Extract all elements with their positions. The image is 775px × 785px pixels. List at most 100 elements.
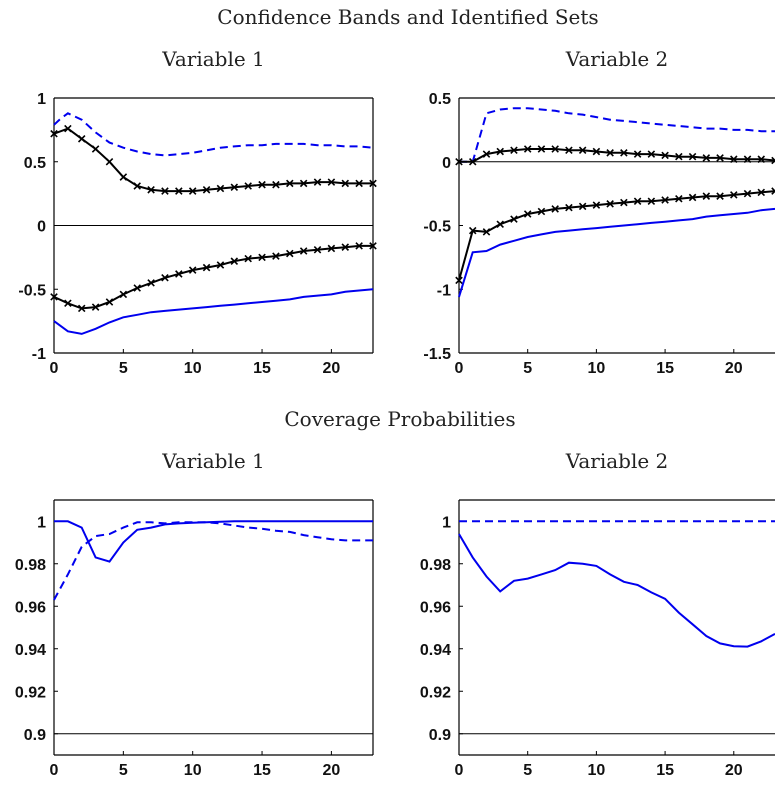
- x-marker-point: [230, 183, 239, 192]
- series-line-blue-dashed: [53, 521, 373, 601]
- y-tick-label: 0.92: [15, 684, 46, 701]
- x-marker-point: [633, 197, 642, 206]
- x-marker-point: [244, 182, 252, 190]
- x-marker-point: [537, 207, 546, 216]
- y-tick-label: -0.5: [423, 219, 451, 236]
- x-marker-point: [299, 247, 308, 255]
- series-line-blue-solid: [54, 520, 373, 563]
- x-marker-point: [313, 178, 322, 186]
- x-marker-point: [716, 154, 724, 162]
- x-marker-point: [119, 173, 128, 181]
- x-marker-point: [258, 253, 266, 262]
- x-marker-point: [496, 147, 504, 156]
- y-tick-label: 0.5: [429, 91, 451, 108]
- x-marker-point: [455, 157, 463, 166]
- x-tick-label: 5: [119, 360, 128, 377]
- x-tick-label: 15: [656, 762, 674, 779]
- x-tick-label: 5: [523, 360, 532, 377]
- x-marker-point: [702, 192, 711, 200]
- x-tick-label: 0: [455, 762, 464, 779]
- chart-title-confidence-v2: Variable 2: [565, 47, 669, 71]
- x-marker-point: [675, 194, 683, 203]
- x-marker-point: [188, 187, 197, 195]
- y-tick-label: 0: [37, 219, 46, 236]
- x-marker-point: [468, 226, 477, 235]
- y-tick-label: -1.5: [423, 346, 451, 363]
- x-marker-point: [523, 210, 532, 218]
- x-marker-point: [578, 202, 587, 211]
- panel-confidence-variable-1: Variable 1 0 5 10 15 20 -1 -0.5 0 0.5 1: [18, 47, 377, 377]
- y-tick-label: -1: [32, 346, 46, 363]
- x-tick-label: 5: [523, 762, 532, 779]
- x-marker-point: [716, 192, 724, 200]
- x-marker-point: [702, 154, 711, 162]
- y-tick-label: 0.98: [420, 557, 451, 574]
- x-marker-point: [455, 276, 463, 285]
- x-marker-point: [523, 145, 532, 153]
- x-marker-point: [578, 146, 587, 155]
- x-tick-label: 0: [455, 360, 464, 377]
- x-marker-point: [592, 201, 601, 209]
- x-marker-point: [620, 149, 628, 157]
- x-tick-label: 15: [253, 360, 271, 377]
- panel-coverage-variable-1: Variable 1 0 5 10 15 20 0.9 0.92 0.94 0.96 0.98 1: [15, 449, 374, 779]
- x-marker-point: [647, 197, 656, 206]
- x-marker-point: [369, 179, 377, 188]
- y-tick-label: 0.9: [429, 727, 451, 744]
- x-marker-point: [341, 243, 350, 251]
- y-tick-label: 1: [37, 514, 46, 531]
- x-marker-point: [565, 146, 573, 155]
- x-marker-point: [688, 193, 697, 202]
- x-marker-point: [565, 203, 573, 212]
- x-marker-point: [730, 155, 738, 163]
- series-line-black-x: [458, 190, 775, 281]
- y-tick-label: 0.5: [24, 155, 46, 172]
- x-marker-point: [510, 146, 518, 155]
- chart-title-coverage-v2: Variable 2: [565, 449, 669, 473]
- x-marker-point: [147, 186, 155, 194]
- y-tick-label: 0.94: [15, 642, 46, 659]
- x-marker-point: [647, 150, 656, 158]
- x-tick-label: 0: [50, 762, 59, 779]
- x-marker-point: [537, 145, 546, 153]
- x-marker-point: [496, 220, 504, 228]
- x-marker-point: [355, 179, 363, 188]
- x-marker-point: [771, 187, 775, 195]
- series-line-blue-solid: [53, 288, 374, 335]
- y-tick-label: 0.96: [420, 599, 451, 616]
- x-marker-point: [606, 149, 614, 157]
- x-marker-point: [175, 187, 183, 195]
- x-marker-point: [77, 304, 86, 313]
- x-tick-label: 5: [119, 762, 128, 779]
- x-marker-point: [161, 274, 169, 282]
- x-marker-point: [771, 156, 775, 165]
- x-marker-point: [510, 215, 518, 223]
- series-line-black-x: [53, 244, 373, 310]
- x-marker-point: [606, 200, 614, 208]
- x-marker-point: [661, 196, 669, 204]
- x-marker-point: [327, 178, 336, 186]
- x-marker-point: [482, 228, 491, 236]
- series-line-blue-dashed: [459, 107, 775, 163]
- series-line-black-x: [53, 127, 373, 193]
- x-marker-point: [105, 157, 114, 166]
- x-marker-point: [730, 191, 738, 199]
- x-marker-point: [757, 155, 766, 163]
- x-tick-label: 10: [184, 762, 202, 779]
- x-tick-label: 20: [725, 360, 743, 377]
- y-tick-label: 0.9: [24, 727, 46, 744]
- x-marker-point: [50, 293, 58, 301]
- x-marker-point: [91, 303, 100, 311]
- x-marker-point: [341, 179, 350, 188]
- x-tick-label: 15: [656, 360, 674, 377]
- x-tick-label: 0: [50, 360, 59, 377]
- x-marker-point: [620, 198, 628, 207]
- x-marker-point: [161, 187, 169, 195]
- x-tick-label: 15: [253, 762, 271, 779]
- panel-confidence-variable-2: Variable 2 0 5 10 15 20 -1.5 -1 -0.5 0 0.5: [423, 47, 775, 377]
- x-marker-point: [119, 290, 128, 299]
- x-tick-label: 10: [184, 360, 202, 377]
- x-marker-point: [286, 249, 294, 258]
- x-marker-point: [743, 189, 752, 198]
